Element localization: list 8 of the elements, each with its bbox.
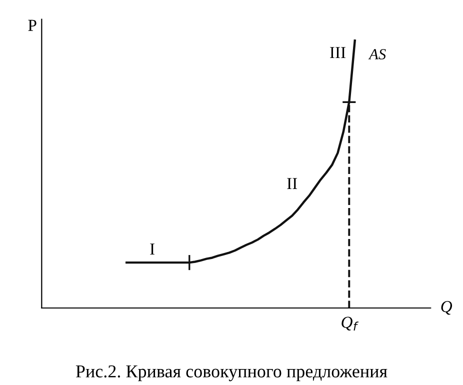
text: Q (441, 300, 452, 315)
annotation: III (330, 47, 346, 58)
text: P (28, 20, 36, 31)
series-label: AS (368, 49, 386, 60)
annotation: II (287, 178, 298, 190)
text: Q$_{f}$ (342, 316, 358, 331)
annotation: I (150, 244, 154, 255)
text: Рис.2. Кривая совокупного предложения (76, 365, 388, 382)
